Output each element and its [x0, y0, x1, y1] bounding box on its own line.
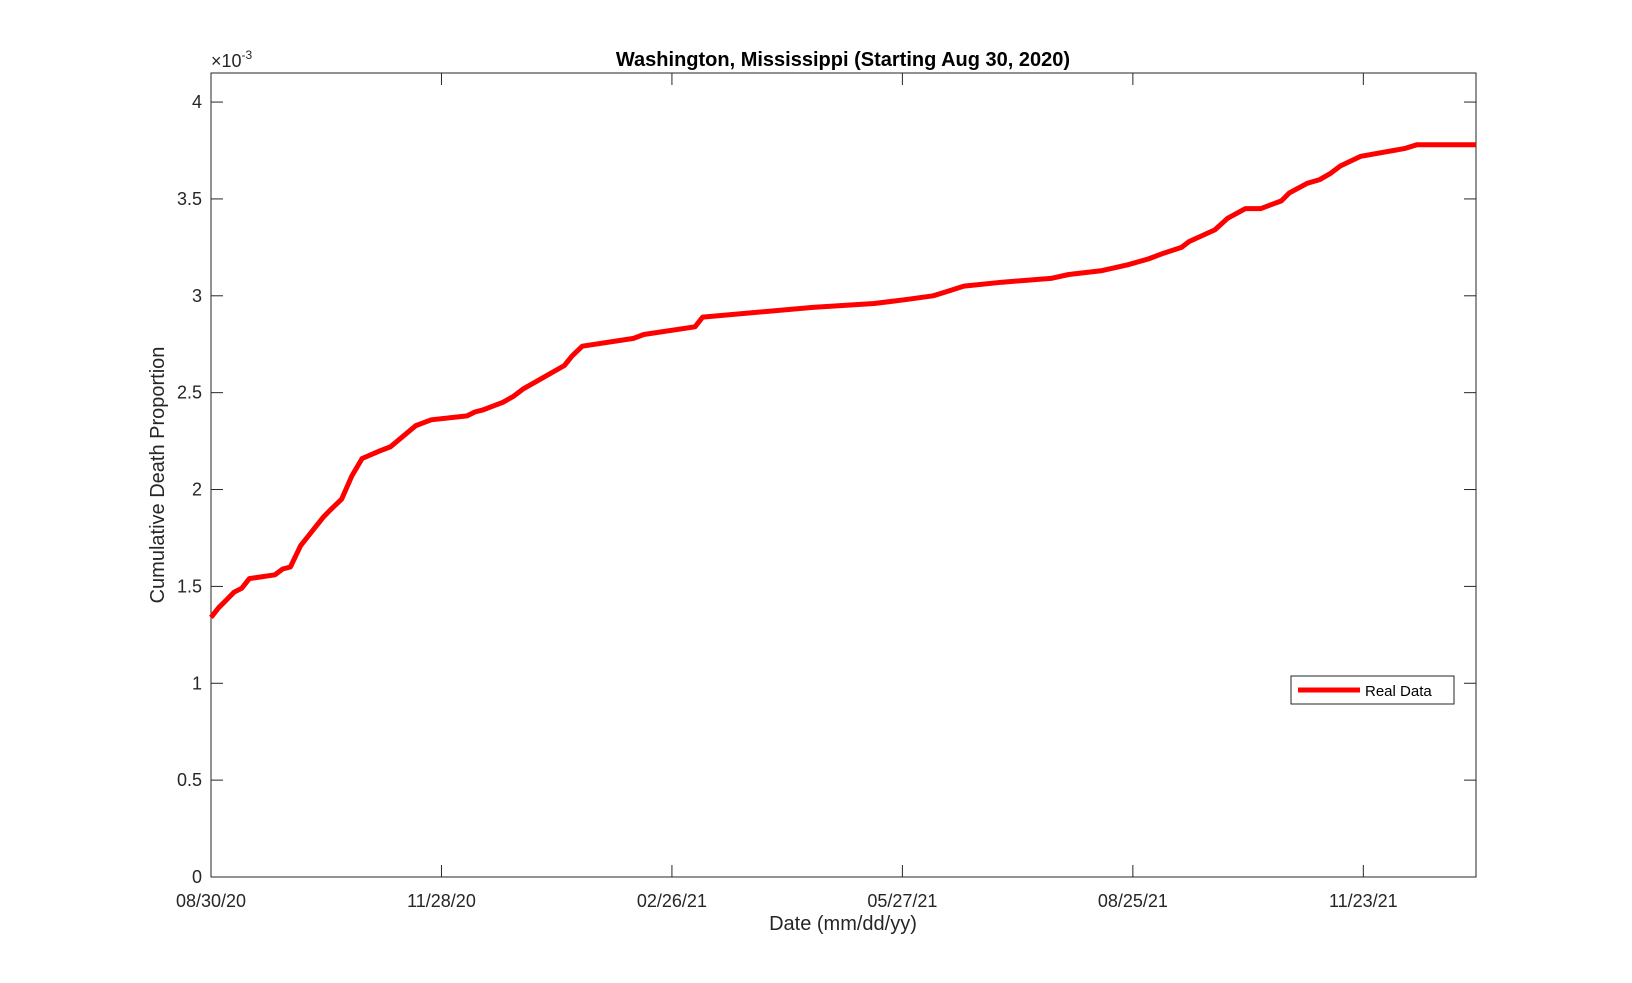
y-tick-label: 1.5 [177, 576, 202, 596]
chart-title: Washington, Mississippi (Starting Aug 30… [616, 49, 1070, 71]
y-tick-label: 2 [192, 480, 202, 500]
x-axis-label: Date (mm/dd/yy) [769, 913, 917, 935]
y-exponent-power: -3 [242, 48, 253, 62]
y-tick-label: 0.5 [177, 770, 202, 790]
y-tick-label: 1 [192, 673, 202, 693]
legend-label: Real Data [1365, 683, 1432, 700]
x-tick-label: 02/26/21 [637, 891, 707, 911]
x-tick-label: 08/30/20 [176, 891, 246, 911]
y-tick-label: 0 [192, 867, 202, 887]
x-tick-label: 08/25/21 [1098, 891, 1168, 911]
y-tick-label: 3.5 [177, 189, 202, 209]
x-tick-label: 11/28/20 [407, 891, 476, 911]
x-axis-ticks: 08/30/20 11/28/20 02/26/21 05/27/21 08/25/21… [176, 73, 1398, 911]
series-line-real-data [209, 142, 1476, 619]
y-axis-ticks: 0 0.5 1 1.5 2 2.5 3 3.5 4 [177, 92, 1476, 887]
legend: Real Data [1290, 675, 1455, 705]
y-tick-label: 4 [192, 92, 202, 112]
x-tick-label: 05/27/21 [867, 891, 937, 911]
y-tick-label: 3 [192, 286, 202, 306]
y-tick-label: 2.5 [177, 383, 202, 403]
y-exponent-base: ×10-3 [211, 48, 253, 71]
x-tick-label: 11/23/21 [1329, 891, 1398, 911]
y-axis-label: Cumulative Death Proportion [147, 347, 169, 604]
